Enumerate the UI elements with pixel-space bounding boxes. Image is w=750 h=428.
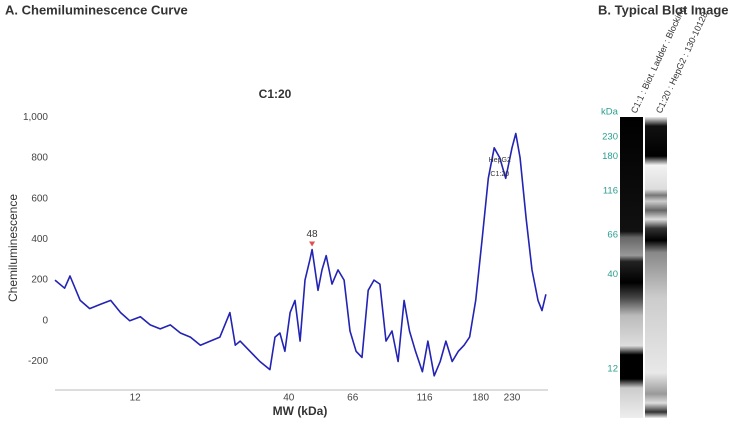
x-tick-label: 66: [347, 393, 359, 404]
annotation-marker: [309, 241, 316, 247]
marker-label: 66: [607, 230, 618, 241]
x-tick-label: 180: [472, 393, 489, 404]
y-tick-label: 0: [42, 315, 48, 326]
y-tick-label: 600: [31, 193, 48, 204]
x-tick-label: 230: [504, 393, 521, 404]
data-line: [54, 132, 547, 377]
y-axis-label: Chemiluminescence: [6, 194, 20, 302]
y-tick-label: 200: [31, 275, 48, 286]
annotation: 48: [307, 229, 319, 240]
marker-label: 12: [607, 364, 618, 375]
y-tick-label: 800: [31, 153, 48, 164]
x-tick-label: 12: [130, 393, 142, 404]
x-axis-label: MW (kDa): [273, 404, 328, 418]
y-tick-label: 1,000: [23, 112, 48, 123]
y-tick-label: -200: [28, 356, 48, 367]
annotation: HepG2: [489, 157, 511, 164]
x-tick-label: 40: [283, 393, 295, 404]
marker-label: 40: [607, 269, 618, 280]
blot-lane: [645, 117, 667, 418]
annotation: C1:20: [490, 171, 509, 178]
marker-label: 230: [602, 132, 618, 143]
panel-title: A. Chemiluminescence Curve: [5, 2, 188, 17]
x-tick-label: 116: [417, 393, 433, 404]
panel-title: B. Typical Blot Image: [598, 2, 729, 17]
chart-title: C1:20: [259, 87, 292, 101]
blot-lane: [620, 117, 643, 418]
marker-label: 180: [602, 151, 618, 162]
unit-label: kDa: [601, 107, 619, 118]
y-tick-label: 400: [31, 234, 48, 245]
marker-label: 116: [603, 185, 618, 196]
